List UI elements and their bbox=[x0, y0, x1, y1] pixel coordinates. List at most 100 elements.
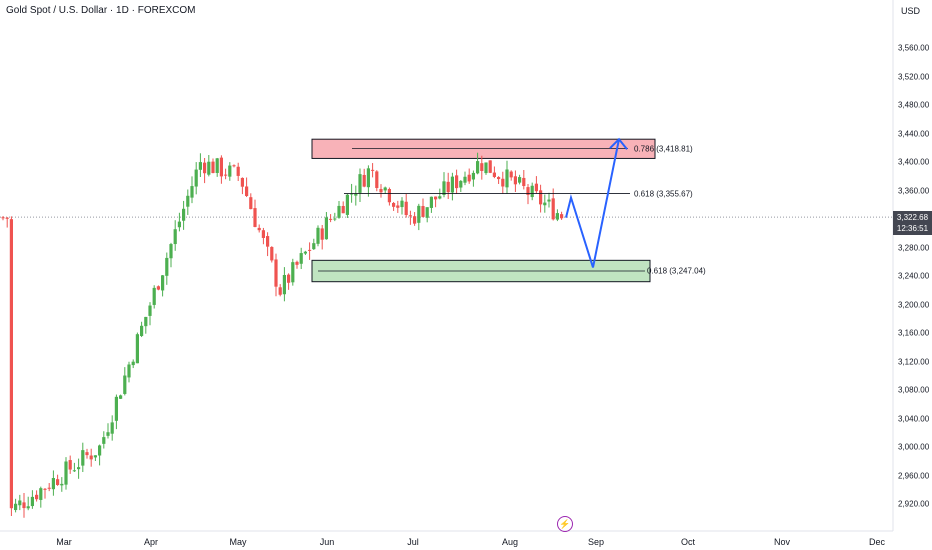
candle-body bbox=[198, 162, 202, 170]
candle-body bbox=[26, 506, 30, 509]
candle-body bbox=[127, 364, 131, 378]
fib-level-label: 0.618 (3,355.67) bbox=[634, 189, 693, 199]
candle-body bbox=[60, 483, 64, 486]
candle-body bbox=[421, 206, 425, 217]
y-tick-label: 3,360.00 bbox=[898, 186, 930, 195]
candle-body bbox=[39, 488, 43, 500]
y-tick-label: 2,960.00 bbox=[898, 471, 930, 480]
y-tick-label: 3,520.00 bbox=[898, 72, 930, 81]
y-tick-label: 3,240.00 bbox=[898, 271, 930, 281]
candle-body bbox=[329, 218, 333, 220]
candle-body bbox=[190, 186, 194, 198]
candle-body bbox=[383, 187, 387, 191]
candle-body bbox=[261, 230, 265, 238]
candle-body bbox=[186, 195, 190, 207]
x-tick-label: Oct bbox=[680, 537, 696, 547]
y-tick-label: 3,120.00 bbox=[898, 357, 930, 366]
candle-body bbox=[492, 172, 496, 177]
candle-body bbox=[333, 218, 337, 220]
candle-body bbox=[257, 227, 261, 231]
candle-body bbox=[371, 169, 375, 171]
candle-body bbox=[102, 437, 106, 444]
y-tick-label: 3,400.00 bbox=[898, 157, 930, 167]
candle-body bbox=[131, 361, 135, 366]
candle-body bbox=[135, 334, 139, 364]
candle-body bbox=[513, 176, 517, 185]
candle-body bbox=[282, 274, 286, 295]
y-tick-label: 3,440.00 bbox=[898, 129, 930, 138]
lightning-icon[interactable]: ⚡ bbox=[557, 516, 573, 532]
candle-body bbox=[501, 178, 505, 187]
candle-body bbox=[408, 215, 412, 217]
candle-body bbox=[72, 470, 76, 472]
candle-body bbox=[232, 165, 236, 167]
candle-body bbox=[106, 432, 110, 436]
candle-body bbox=[320, 228, 324, 240]
candle-body bbox=[379, 189, 383, 193]
candle-body bbox=[215, 158, 219, 173]
candle-body bbox=[47, 487, 51, 489]
candle-body bbox=[236, 166, 240, 176]
candle-body bbox=[530, 185, 534, 198]
candle-body bbox=[287, 274, 291, 283]
candle-body bbox=[366, 168, 370, 188]
x-tick-label: Mar bbox=[56, 537, 72, 547]
candle-body bbox=[77, 467, 81, 470]
candle-body bbox=[518, 177, 522, 183]
candle-body bbox=[270, 247, 274, 261]
candle-body bbox=[337, 205, 341, 218]
candle-body bbox=[463, 176, 467, 183]
candle-body bbox=[43, 488, 47, 490]
candle-body bbox=[144, 316, 148, 327]
candle-body bbox=[161, 275, 165, 291]
candle-body bbox=[375, 171, 379, 189]
candle-body bbox=[211, 161, 215, 174]
candle-body bbox=[442, 181, 446, 195]
candle-body bbox=[182, 208, 186, 221]
candle-body bbox=[219, 157, 223, 177]
candle-body bbox=[9, 219, 13, 509]
x-tick-label: Dec bbox=[868, 537, 886, 547]
fib-level-label: 0.618 (3,247.04) bbox=[647, 266, 706, 276]
y-tick-label: 3,040.00 bbox=[898, 414, 930, 423]
candle-body bbox=[534, 183, 538, 192]
y-tick-label: 3,080.00 bbox=[898, 385, 930, 395]
candle-body bbox=[249, 197, 253, 210]
candle-body bbox=[35, 494, 39, 500]
candle-body bbox=[5, 217, 9, 219]
candle-body bbox=[455, 175, 459, 189]
currency-label[interactable]: USD bbox=[901, 6, 921, 16]
bar-countdown: 12:36:51 bbox=[896, 224, 929, 233]
candle-body bbox=[295, 261, 299, 265]
candle-body bbox=[480, 163, 484, 171]
candle-body bbox=[551, 198, 555, 220]
candle-body bbox=[266, 236, 270, 247]
candle-body bbox=[148, 305, 152, 316]
candle-body bbox=[404, 201, 408, 216]
last-price-value: 3,322.68 bbox=[896, 213, 929, 222]
y-tick-label: 3,000.00 bbox=[898, 442, 930, 452]
candle-body bbox=[18, 500, 22, 506]
candle-body bbox=[341, 205, 345, 214]
candle-body bbox=[446, 181, 450, 193]
projection-arrowhead bbox=[609, 137, 628, 150]
x-tick-label: Sep bbox=[587, 537, 605, 547]
candle-body bbox=[224, 174, 228, 176]
x-tick-label: Apr bbox=[143, 537, 159, 547]
candle-body bbox=[450, 176, 454, 193]
candle-body bbox=[169, 244, 173, 259]
candle-body bbox=[30, 496, 34, 507]
candle-body bbox=[467, 174, 471, 182]
x-tick-label: May bbox=[229, 537, 247, 547]
candle-body bbox=[509, 171, 513, 178]
candle-body bbox=[81, 450, 85, 466]
x-tick-label: Jun bbox=[319, 537, 335, 547]
candle-body bbox=[177, 221, 181, 228]
candle-body bbox=[245, 186, 249, 196]
candle-body bbox=[152, 287, 156, 305]
candle-body bbox=[350, 193, 354, 195]
candle-body bbox=[194, 169, 198, 187]
candle-body bbox=[345, 194, 349, 215]
candle-body bbox=[425, 207, 429, 218]
